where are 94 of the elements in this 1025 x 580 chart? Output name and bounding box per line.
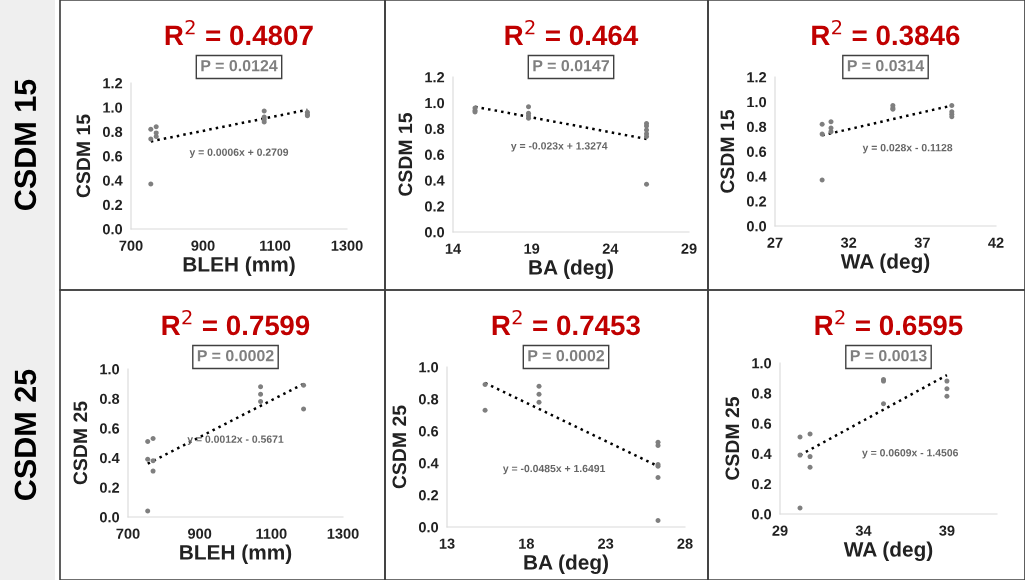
x-axis-title: BA (deg)	[529, 259, 613, 279]
y-tick-label: 0.6	[418, 426, 439, 437]
annotation: y = 0.0012x - 0.5671	[187, 435, 284, 445]
y-tick-label: 0.8	[746, 121, 767, 133]
y-tick-label: 0.6	[746, 146, 767, 157]
x-tick-label: 34	[855, 525, 872, 536]
text: P = 0.0124	[201, 59, 278, 72]
y-tick-label: 0.0	[751, 509, 772, 520]
y-tick-label: 0.4	[102, 175, 123, 186]
chart-title: R$^{2}$ = 0.464	[505, 19, 639, 46]
y-tick-label: 0.6	[102, 151, 123, 162]
y-tick-label: 0.4	[746, 171, 767, 182]
y-tick-label: 1.0	[419, 362, 439, 373]
x-tick-label: 28	[677, 538, 693, 549]
x-tick-label: 37	[914, 237, 930, 248]
y-tick-label: 0.4	[99, 452, 120, 464]
y-tick-label: 0.4	[424, 175, 445, 186]
annotation: y = -0.023x + 1.3274	[510, 142, 608, 152]
y-tick-label: 0.2	[746, 196, 767, 207]
y-tick-label: 0.6	[424, 149, 445, 160]
chart-title: R$^{2}$ = 0.4807	[165, 19, 313, 46]
text: CSDM 15	[14, 79, 37, 210]
x-tick-label: 39	[939, 525, 955, 536]
y-tick-label: 0.0	[99, 512, 120, 523]
y-tick-label: 0.6	[99, 423, 120, 434]
chart-title: R$^{2}$ = 0.3846	[812, 19, 960, 46]
y-tick-label: 1.2	[747, 72, 767, 83]
annotation: y = 0.028x - 0.1128	[862, 143, 953, 154]
x-tick-label: 23	[598, 538, 614, 549]
y-tick-label: 0.0	[418, 522, 439, 533]
y-tick-label: 1.0	[752, 358, 772, 369]
x-tick-label: 1100	[260, 240, 291, 251]
y-tick-label: 0.4	[418, 458, 439, 469]
chart-title: R$^{2}$ = 0.7599	[162, 309, 310, 336]
x-tick-label: 700	[119, 240, 143, 251]
x-tick-label: 32	[840, 237, 857, 248]
y-axis-title: CSDM 15	[720, 109, 735, 193]
y-tick-label: 1.2	[103, 78, 123, 89]
y-tick-label: 0.6	[751, 418, 772, 429]
y-axis-title: CSDM 25	[392, 405, 407, 489]
x-axis-title: WA (deg)	[843, 541, 933, 561]
y-tick-label: 0.2	[99, 482, 120, 493]
text: P = 0.0002	[528, 349, 605, 362]
text: P = 0.0147	[533, 59, 610, 72]
x-tick-label: 24	[602, 243, 619, 254]
y-axis-title: CSDM 15	[76, 114, 91, 198]
x-tick-label: 13	[439, 538, 455, 549]
x-tick-label: 27	[767, 237, 783, 248]
x-tick-label: 900	[188, 528, 212, 539]
chart-title: R$^{2}$ = 0.6595	[815, 309, 963, 336]
x-tick-label: 42	[988, 237, 1004, 248]
text: P = 0.0013	[850, 349, 927, 362]
y-tick-label: 0.2	[102, 199, 123, 211]
y-tick-label: 1.0	[100, 364, 120, 375]
x-tick-label: 1100	[256, 528, 287, 539]
y-axis-title: CSDM 25	[73, 401, 88, 485]
y-tick-label: 0.2	[751, 478, 772, 490]
x-tick-label: 29	[772, 525, 788, 536]
x-tick-label: 1300	[331, 240, 363, 251]
y-tick-label: 0.8	[751, 388, 772, 399]
x-axis-title: BLEH (mm)	[180, 544, 292, 564]
y-tick-label: 0.8	[418, 394, 439, 405]
y-tick-label: 1.2	[425, 72, 445, 83]
text: P = 0.0314	[847, 59, 925, 72]
y-tick-label: 0.8	[102, 126, 123, 138]
x-axis-title: BA (deg)	[524, 554, 608, 574]
text: CSDM 25	[14, 369, 37, 500]
x-tick-label: 700	[116, 528, 140, 539]
annotation: y = 0.0609x - 1.4506	[862, 449, 959, 459]
y-tick-label: 0.0	[746, 221, 767, 232]
y-tick-label: 0.0	[102, 224, 123, 235]
x-tick-label: 900	[191, 240, 215, 251]
x-tick-label: 19	[524, 243, 540, 254]
y-tick-label: 0.2	[424, 201, 445, 212]
y-tick-label: 1.0	[103, 102, 123, 113]
annotation: y = 0.0006x + 0.2709	[189, 148, 289, 158]
y-tick-label: 1.0	[425, 97, 445, 109]
annotation: y = -0.0485x + 1.6491	[502, 464, 606, 475]
text: P = 0.0002	[197, 349, 274, 362]
y-axis-title: CSDM 15	[398, 112, 413, 196]
chart-title: R$^{2}$ = 0.7453	[492, 309, 640, 336]
x-tick-label: 18	[519, 538, 534, 549]
y-tick-label: 0.4	[751, 448, 772, 460]
y-tick-label: 0.8	[99, 393, 120, 405]
y-tick-label: 1.0	[747, 96, 767, 108]
x-axis-title: WA (deg)	[840, 253, 930, 273]
y-tick-label: 0.0	[424, 227, 445, 238]
x-axis-title: BLEH (mm)	[183, 256, 295, 276]
y-axis-title: CSDM 25	[725, 396, 740, 480]
x-tick-label: 14	[445, 243, 462, 254]
x-tick-label: 29	[681, 243, 697, 254]
y-tick-label: 0.8	[424, 123, 445, 135]
x-tick-label: 1300	[327, 528, 359, 539]
y-tick-label: 0.2	[418, 490, 439, 501]
